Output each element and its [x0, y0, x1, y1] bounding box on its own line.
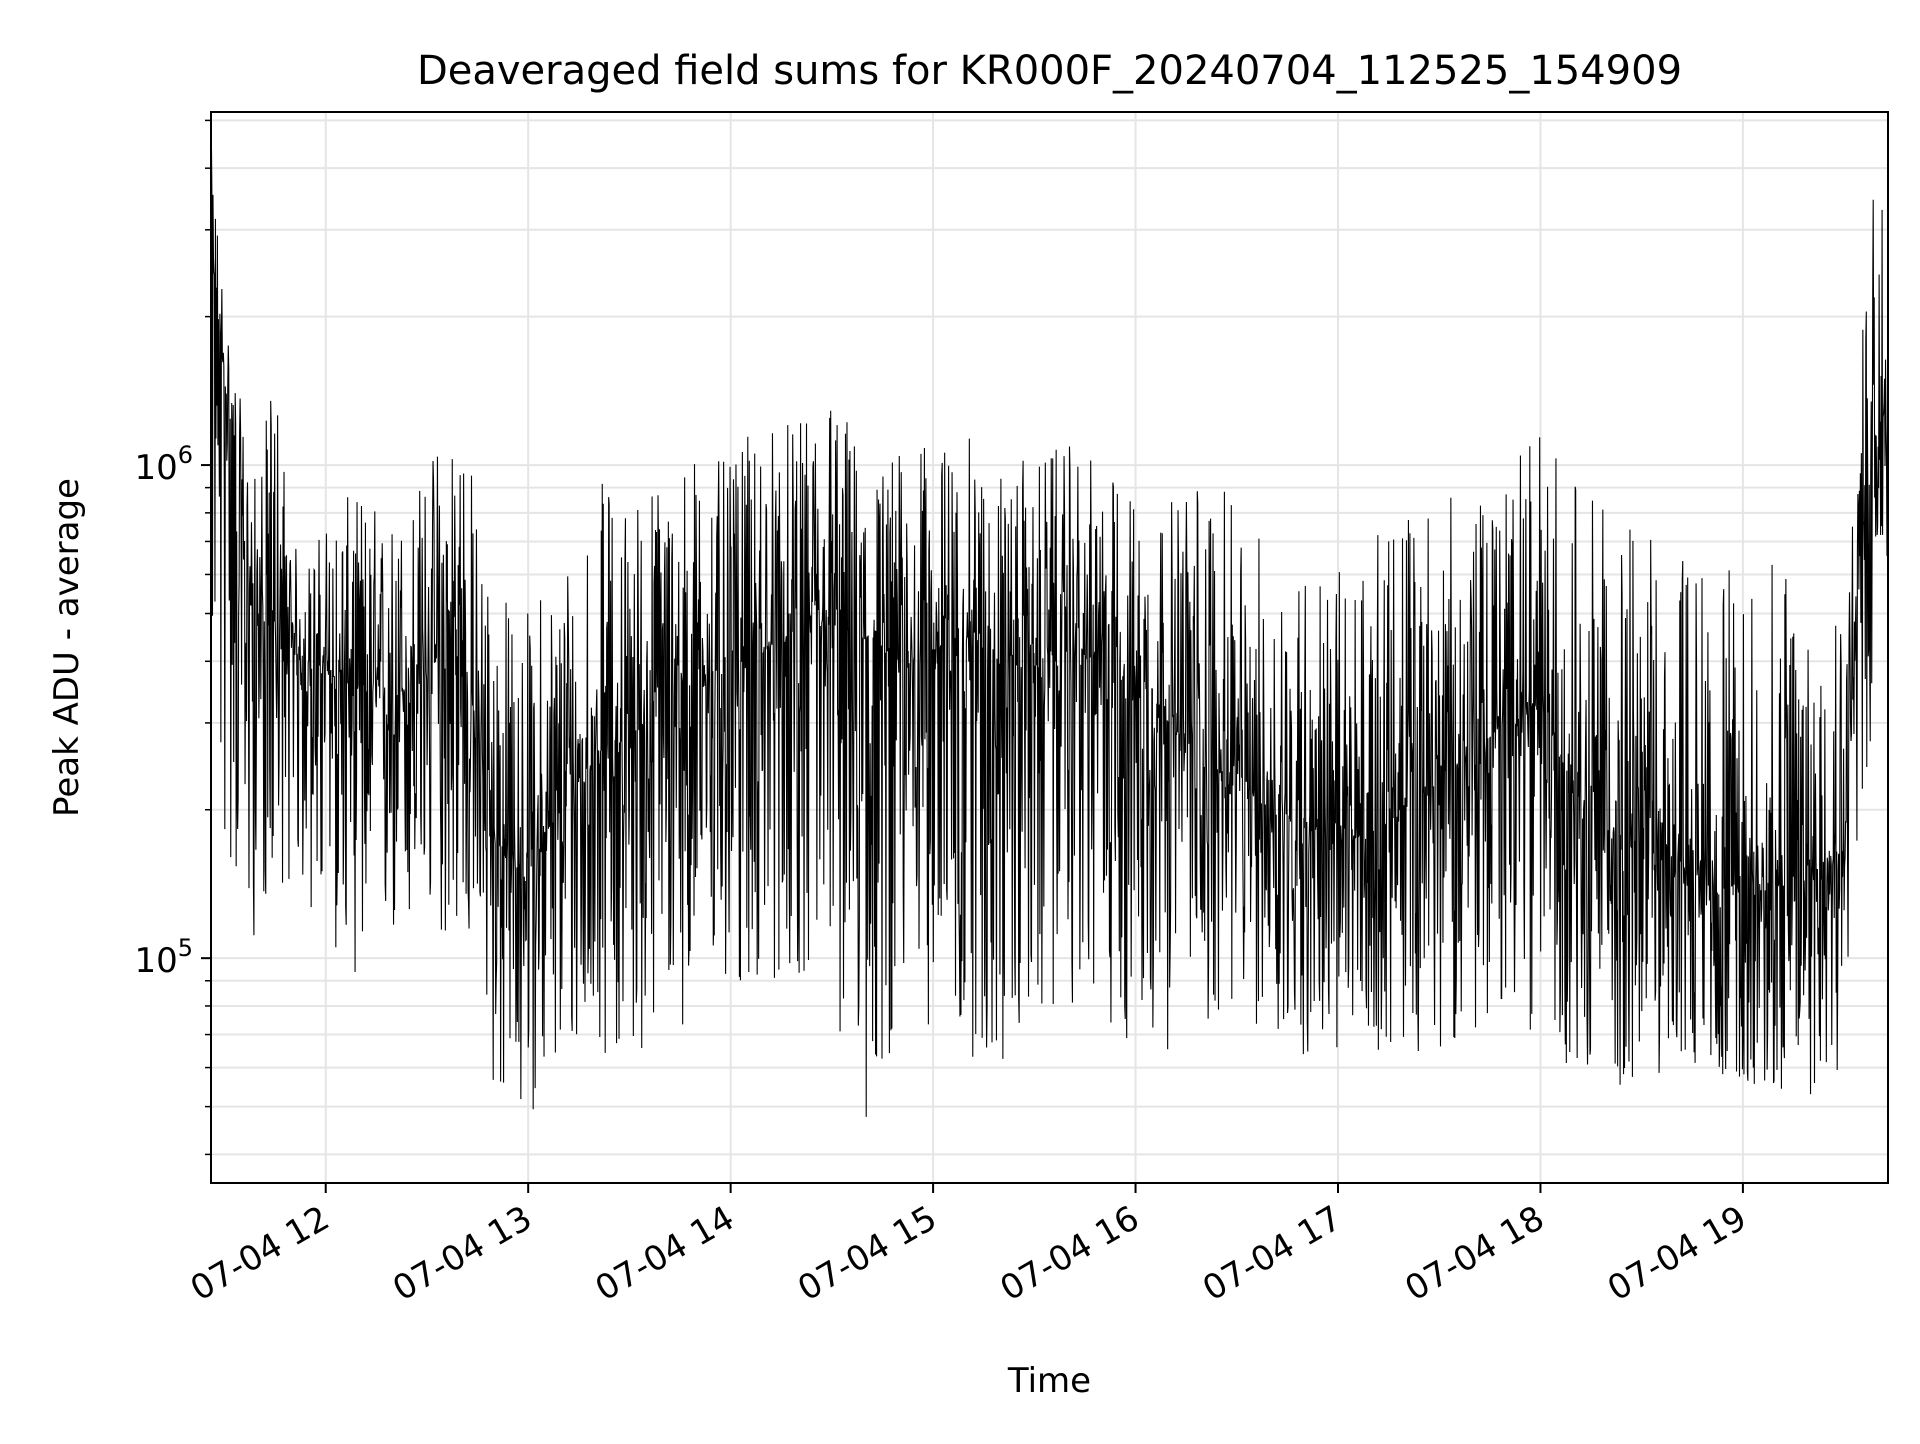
- y-tick-base: 10: [134, 941, 177, 981]
- y-tick-label: 106: [134, 441, 193, 488]
- y-tick-label: 105: [134, 934, 193, 981]
- chart-title: Deaveraged field sums for KR000F_2024070…: [417, 48, 1682, 94]
- y-axis-label: Peak ADU - average: [47, 478, 87, 817]
- y-tick-exponent: 6: [178, 441, 193, 469]
- axes-frame: [210, 111, 1889, 1184]
- plot-area: [211, 149, 1888, 1117]
- series-line: [211, 149, 1888, 1117]
- x-axis-label: Time: [1007, 1361, 1091, 1401]
- y-tick-exponent: 5: [178, 934, 193, 962]
- y-tick-base: 10: [134, 448, 177, 488]
